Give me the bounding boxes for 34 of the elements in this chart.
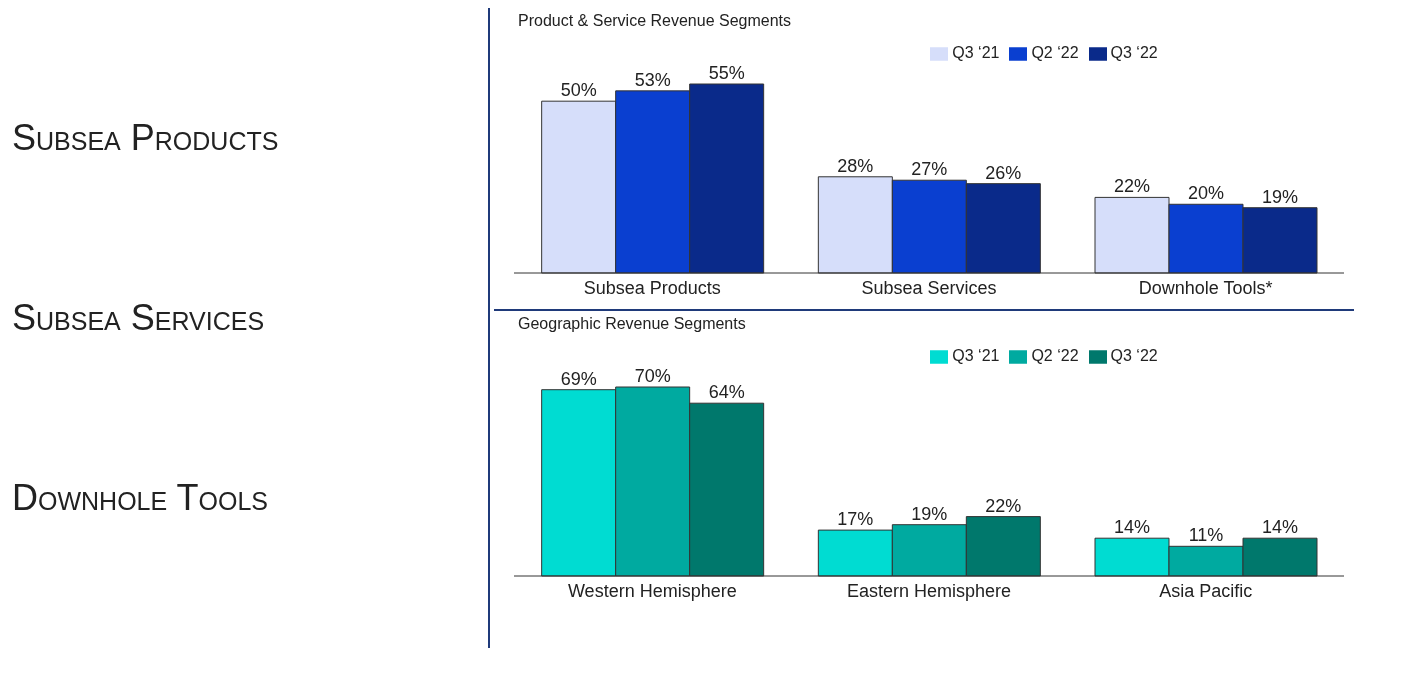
data-label: 20% <box>1187 183 1225 204</box>
legend-label: Q3 ‘22 <box>1110 347 1158 364</box>
data-label: 64% <box>708 382 745 403</box>
data-label: 69% <box>560 368 597 389</box>
text: Subsea Products <box>11 117 280 159</box>
x-tick-label: Subsea Services <box>861 277 997 298</box>
data-label: 70% <box>634 366 671 386</box>
x-tick-label: Downhole Tools* <box>1138 277 1273 298</box>
data-label: 27% <box>911 159 948 180</box>
data-label: 14% <box>1261 517 1299 538</box>
x-tick-label: Asia Pacific <box>1159 580 1253 601</box>
legend-label: Q3 ‘21 <box>952 347 1000 364</box>
data-label: 50% <box>560 80 597 101</box>
legend-label: Q3 ‘21 <box>952 44 1000 61</box>
chart-title: Product & Service Revenue Segments <box>517 12 793 31</box>
x-tick-label: Eastern Hemisphere <box>846 580 1012 601</box>
data-label: 22% <box>1113 176 1151 197</box>
data-label: 11% <box>1188 525 1224 546</box>
data-label: 22% <box>985 495 1022 516</box>
chart-title: Geographic Revenue Segments <box>517 315 747 334</box>
data-label: 55% <box>708 63 745 83</box>
data-label: 19% <box>1261 186 1299 207</box>
data-label: 26% <box>985 162 1022 183</box>
data-label: 19% <box>911 503 948 524</box>
data-label: 53% <box>634 69 671 90</box>
legend-label: Q3 ‘22 <box>1110 44 1158 61</box>
data-label: 28% <box>837 155 874 176</box>
legend-label: Q2 ‘22 <box>1031 44 1079 61</box>
data-label: 14% <box>1113 517 1151 538</box>
data-label: 17% <box>837 509 874 530</box>
text: Downhole Tools <box>11 477 269 519</box>
x-tick-label: Western Hemisphere <box>567 580 737 601</box>
legend-label: Q2 ‘22 <box>1031 347 1079 364</box>
x-tick-label: Subsea Products <box>583 277 721 298</box>
